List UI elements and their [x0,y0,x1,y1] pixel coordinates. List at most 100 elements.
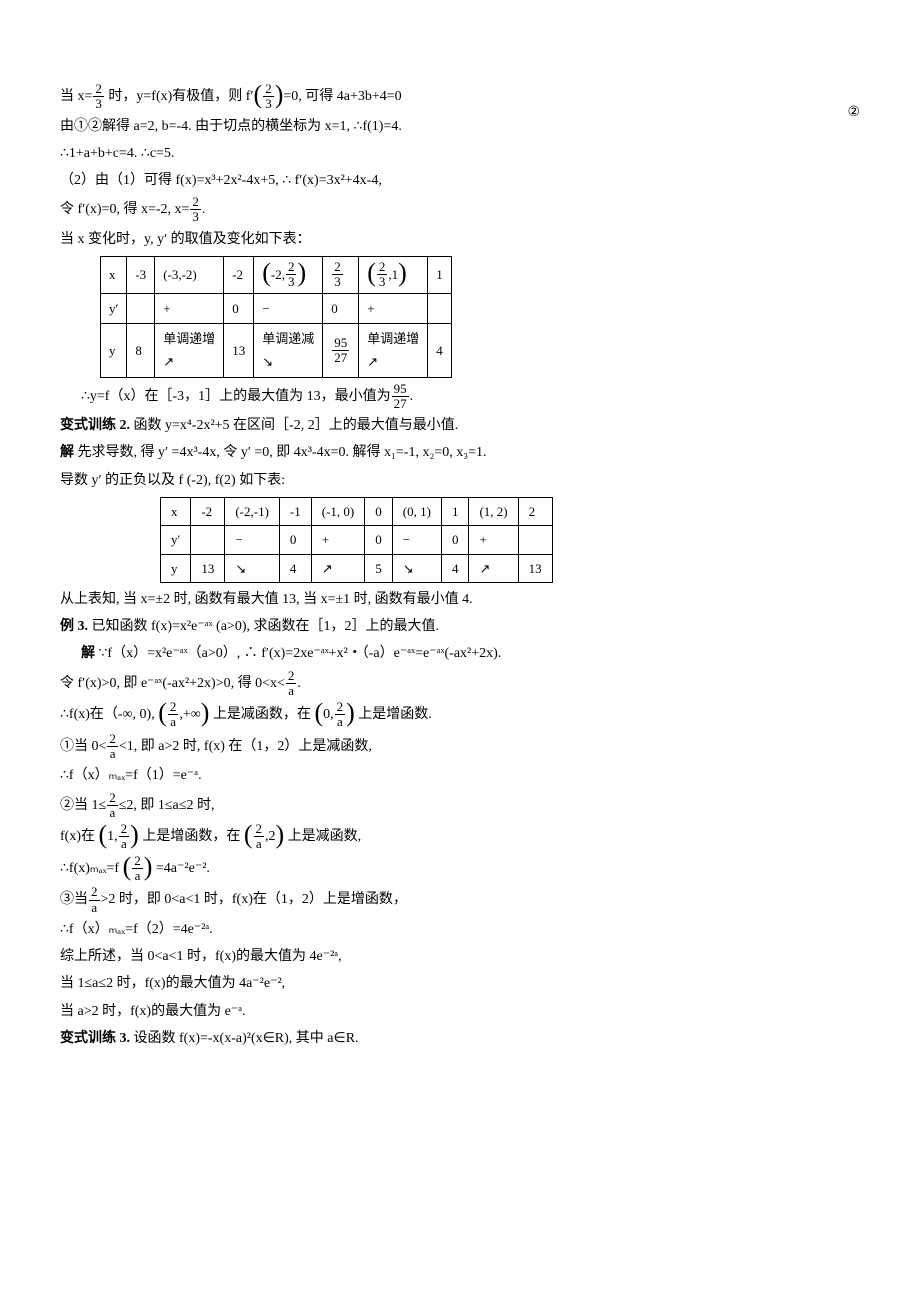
label: 变式训练 3. [60,1031,130,1046]
text: =0, 可得 4a+3b+4=0 [283,89,401,104]
table-cell: 0 [224,293,254,323]
line-8: 变式训练 2. 函数 y=x⁴-2x²+5 在区间［-2, 2］上的最大值与最小… [60,413,740,438]
text: 函数 y=x⁴-2x²+5 在区间［-2, 2］上的最大值与最小值. [130,418,458,433]
table-cell: (1, 2) [469,497,518,525]
frac: 9527 [392,382,409,412]
table-cell: (-2,-1) [225,497,280,525]
text: 令 f′(x)>0, 即 e⁻ᵃˣ(-ax²+2x)>0, 得 0<x< [60,676,285,691]
table-cell: + [155,293,224,323]
text: 先求导数, 得 y′ =4x³-4x, 令 y′ =0, 即 4x³-4x=0.… [74,445,487,460]
table-cell: 23 [323,256,359,293]
text: 时，y=f(x)有极值，则 f′ [105,89,254,104]
table-cell: (-2,23) [254,256,323,293]
line-4: （2）由（1）可得 f(x)=x³+2x²-4x+5, ∴ f′(x)=3x²+… [60,168,740,193]
line-6: 当 x 变化时，y, y′ 的取值及变化如下表： [60,227,740,252]
table-cell: ↘ [392,554,441,582]
text: f(x)在 [60,829,95,844]
text: ②当 1≤ [60,798,106,813]
table-cell: (0, 1) [392,497,441,525]
text: 令 f′(x)=0, 得 x=-2, x= [60,202,189,217]
text: ∴y=f（x）在［-3，1］上的最大值为 13，最小值为 [81,389,391,404]
table-cell [518,526,552,554]
text: <1, 即 a>2 时, f(x) 在（1，2）上是减函数, [119,739,372,754]
text: 上是增函数，在 [142,829,240,844]
label: 例 3. [60,619,88,634]
frac: 2a [286,669,297,699]
table-cell: 1 [441,497,469,525]
table-cell: 2 [518,497,552,525]
line-10: 导数 y′ 的正负以及 f (-2), f(2) 如下表: [60,468,740,493]
table-cell: (23,1) [359,256,428,293]
text: . [297,676,301,691]
table-cell: 单调递增↗ [359,323,428,377]
table-cell: x [101,256,127,293]
table-cell: ↗ [469,554,518,582]
table-cell: + [469,526,518,554]
table-cell: 13 [224,323,254,377]
table-cell [191,526,225,554]
table-cell: 单调递增↗ [155,323,224,377]
line-15: ∴f(x)在（-∞, 0), (2a,+∞) 上是减函数，在 (0,2a) 上是… [60,700,740,730]
text: . [202,202,206,217]
line-14: 令 f′(x)>0, 即 e⁻ᵃˣ(-ax²+2x)>0, 得 0<x<2a. [60,669,740,699]
line-3: ∴1+a+b+c=4. ∴c=5. [60,141,740,166]
paren-frac: (0,2a) [314,700,354,730]
text: 已知函数 f(x)=x²e⁻ᵃˣ (a>0), 求函数在［1，2］上的最大值. [88,619,439,634]
line-20: ∴f(x)ₘₐₓ=f (2a) =4a⁻²e⁻². [60,854,740,884]
line-26: 变式训练 3. 设函数 f(x)=-x(x-a)²(x∈R), 其中 a∈R. [60,1026,740,1051]
table-cell: 8 [127,323,155,377]
paren-frac: (2a,2) [244,822,284,852]
text: ∴f(x)在（-∞, 0), [60,707,155,722]
text: >2 时，即 0<a<1 时，f(x)在（1，2）上是增函数， [101,892,407,907]
line-24: 当 1≤a≤2 时，f(x)的最大值为 4a⁻²e⁻², [60,971,740,996]
table-cell: 5 [365,554,393,582]
text: ①当 0< [60,739,106,754]
table-cell: 单调递减↘ [254,323,323,377]
table-cell: y [101,323,127,377]
line-18: ②当 1≤2a≤2, 即 1≤a≤2 时, [60,791,740,821]
label: 变式训练 2. [60,418,130,433]
page-marker: ② [847,100,860,125]
table-2: x-2(-2,-1)-1(-1, 0)0(0, 1)1(1, 2)2y′−0+0… [160,497,553,583]
table-cell: 0 [441,526,469,554]
line-9: 解 先求导数, 得 y′ =4x³-4x, 令 y′ =0, 即 4x³-4x=… [60,440,740,465]
text: 上是减函数, [288,829,362,844]
table-cell: − [225,526,280,554]
frac: 2a [107,791,118,821]
label: 解 [60,445,74,460]
line-16: ①当 0<2a<1, 即 a>2 时, f(x) 在（1，2）上是减函数, [60,732,740,762]
table-cell: -3 [127,256,155,293]
table-cell: 0 [323,293,359,323]
table-cell: y′ [161,526,191,554]
table-cell: (-1, 0) [311,497,365,525]
text: ∴f(x)ₘₐₓ=f [60,861,119,876]
table-cell [127,293,155,323]
text: ≤2, 即 1≤a≤2 时, [119,798,215,813]
table-cell: 9527 [323,323,359,377]
table-cell: − [254,293,323,323]
table-cell: 4 [279,554,311,582]
line-22: ∴f（x）ₘₐₓ=f（2）=4e⁻²ᵃ. [60,917,740,942]
line-7: ∴y=f（x）在［-3，1］上的最大值为 13，最小值为9527. [60,382,740,412]
frac: 23 [93,82,104,112]
table-cell: -2 [191,497,225,525]
text: 当 x= [60,89,92,104]
table-cell: + [359,293,428,323]
line-1: 当 x=23 时，y=f(x)有极值，则 f′(23)=0, 可得 4a+3b+… [60,82,740,112]
table-cell: 0 [365,497,393,525]
table-cell: − [392,526,441,554]
table-cell: ↗ [311,554,365,582]
table-cell: 4 [428,323,452,377]
text: . [410,389,414,404]
line-13: 解 ∵f（x）=x²e⁻ᵃˣ（a>0）, ∴ f′(x)=2xe⁻ᵃˣ+x²・（… [60,641,740,666]
text: ∵f（x）=x²e⁻ᵃˣ（a>0）, ∴ f′(x)=2xe⁻ᵃˣ+x²・（-a… [95,646,501,661]
table-cell: -2 [224,256,254,293]
text: 设函数 f(x)=-x(x-a)²(x∈R), 其中 a∈R. [130,1031,359,1046]
table-cell [428,293,452,323]
paren-frac: (23) [254,82,284,112]
line-5: 令 f′(x)=0, 得 x=-2, x=23. [60,195,740,225]
text: 上是减函数，在 [213,707,311,722]
paren-frac: (1,2a) [99,822,139,852]
table-cell: 13 [518,554,552,582]
table-cell: 0 [279,526,311,554]
